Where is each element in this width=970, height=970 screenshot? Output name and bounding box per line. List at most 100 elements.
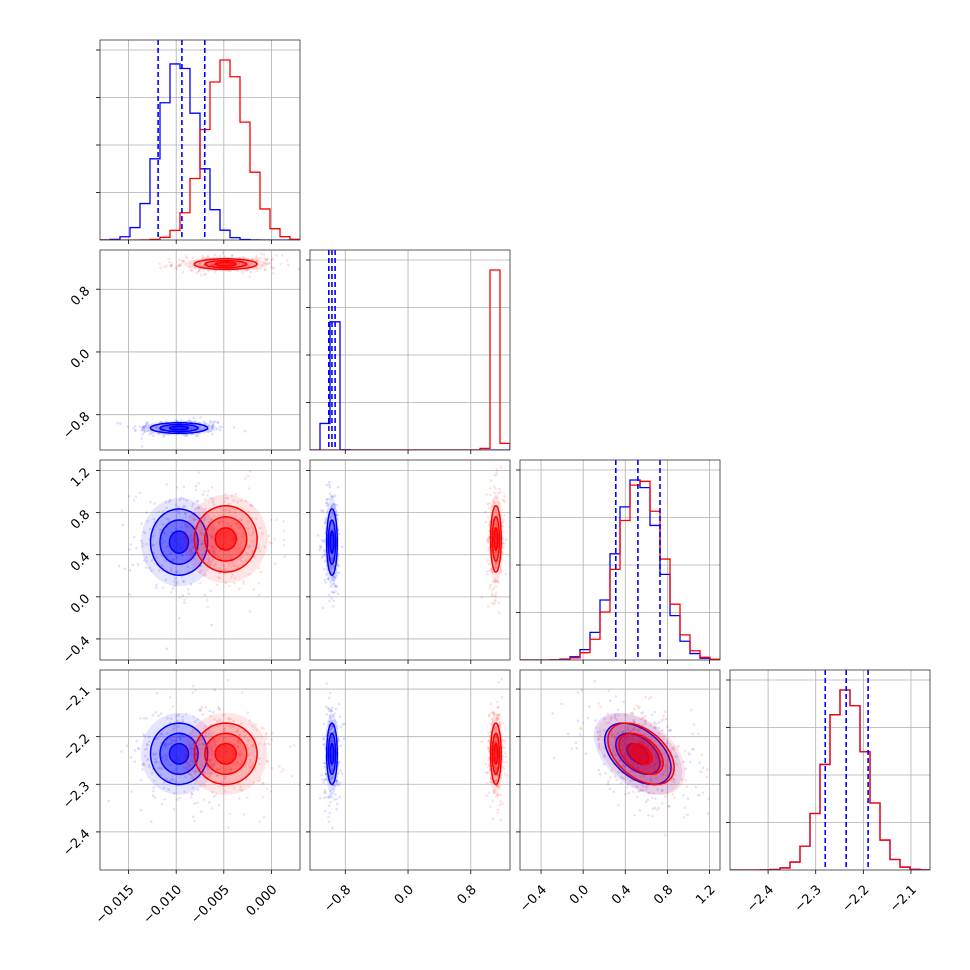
sample-point (501, 521, 505, 524)
sample-point (494, 508, 498, 512)
sample-point (625, 786, 629, 789)
sample-point (639, 775, 643, 778)
sample-point (598, 773, 602, 776)
sample-point (491, 601, 494, 605)
sample-point (247, 519, 250, 523)
sample-point (325, 573, 328, 576)
sample-point (322, 722, 326, 726)
sample-point (494, 740, 498, 744)
sample-point (170, 263, 174, 266)
sample-point (667, 804, 671, 808)
sample-point (155, 760, 158, 764)
sample-point (246, 260, 249, 264)
sample-point (145, 542, 148, 546)
sample-point (662, 737, 665, 741)
sample-point (661, 752, 665, 755)
sample-point (204, 549, 207, 553)
sample-point (181, 719, 185, 722)
sample-point (330, 720, 334, 723)
sample-point (238, 741, 242, 745)
sample-point (168, 260, 171, 264)
sample-point (641, 765, 645, 768)
contour-series_b (204, 732, 248, 776)
sample-point (181, 757, 185, 761)
sample-point (144, 424, 148, 428)
sample-point (292, 744, 296, 747)
sample-point (163, 744, 167, 747)
sample-point (246, 526, 250, 530)
sample-point (197, 471, 200, 474)
sample-point (248, 262, 252, 266)
sample-point (150, 558, 154, 562)
sample-point (653, 725, 656, 729)
sample-point (214, 553, 218, 557)
sample-point (251, 724, 254, 728)
sample-point (181, 715, 184, 719)
sample-point (203, 744, 206, 748)
sample-point (491, 594, 494, 598)
sample-point (240, 691, 244, 694)
sample-point (212, 737, 216, 741)
sample-point (319, 546, 322, 550)
sample-point (227, 716, 231, 720)
sample-point (504, 538, 508, 541)
sample-point (191, 545, 195, 548)
sample-point (209, 589, 212, 593)
sample-point (627, 791, 630, 795)
sample-point (199, 709, 202, 713)
sample-point (209, 497, 213, 500)
sample-point (496, 793, 500, 797)
sample-point (220, 518, 223, 522)
sample-point (217, 520, 220, 524)
sample-point (163, 540, 166, 543)
sample-point (623, 754, 626, 757)
sample-point (184, 748, 187, 752)
sample-point (271, 257, 275, 261)
sample-point (163, 550, 167, 554)
sample-point (161, 564, 165, 568)
sample-point (239, 785, 243, 789)
sample-point (136, 747, 140, 750)
sample-point (182, 497, 185, 500)
sample-point (493, 473, 496, 477)
sample-point (157, 767, 161, 770)
sample-point (626, 738, 630, 741)
sample-point (494, 727, 498, 730)
panel-2-2 (516, 459, 721, 664)
sample-point (262, 253, 266, 256)
sample-point (215, 256, 219, 259)
sample-point (501, 551, 504, 554)
sample-point (249, 270, 253, 274)
sample-point (650, 796, 654, 800)
sample-point (330, 724, 334, 727)
sample-point (233, 582, 236, 585)
contour-series_b (618, 732, 664, 776)
sample-point (614, 695, 618, 698)
sample-point (683, 749, 687, 753)
sample-point (197, 506, 200, 510)
sample-point (250, 504, 254, 508)
sample-point (187, 418, 191, 422)
sample-point (297, 267, 300, 271)
sample-point (211, 534, 214, 538)
sample-point (502, 530, 506, 534)
sample-point (331, 726, 334, 730)
sample-point (152, 753, 156, 757)
sample-point (157, 427, 160, 431)
sample-point (598, 748, 601, 751)
sample-point (323, 550, 327, 554)
sample-point (180, 553, 184, 557)
sample-point (331, 557, 335, 560)
sample-point (489, 805, 492, 809)
sample-point (134, 495, 138, 499)
sample-point (174, 419, 178, 422)
sample-point (250, 526, 254, 529)
sample-point (184, 434, 187, 437)
sample-point (623, 742, 627, 746)
sample-point (335, 797, 339, 801)
sample-point (190, 420, 194, 424)
sample-point (207, 489, 210, 493)
sample-point (154, 760, 158, 764)
sample-point (248, 718, 252, 722)
sample-point (329, 710, 333, 713)
